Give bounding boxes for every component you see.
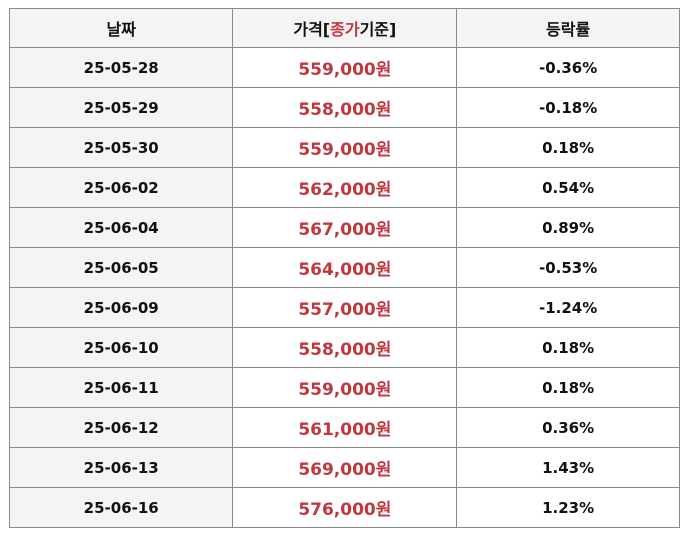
date-cell: 25-06-12 xyxy=(8,407,234,448)
table-row: 25-06-04 567,000원 0.89% xyxy=(8,207,680,248)
table-row: 25-06-11 559,000원 0.18% xyxy=(8,367,680,408)
price-cell: 559,000원 xyxy=(232,127,458,168)
change-cell: 0.54% xyxy=(456,167,680,208)
change-cell: -0.36% xyxy=(456,47,680,88)
change-cell: 0.36% xyxy=(456,407,680,448)
price-history-table: 날짜 가격[종가기준] 등락률 25-05-28 559,000원 -0.36%… xyxy=(8,8,680,528)
price-cell: 561,000원 xyxy=(232,407,458,448)
header-price-prefix: 가격[ xyxy=(293,20,331,39)
price-cell: 569,000원 xyxy=(232,447,458,488)
table-row: 25-06-13 569,000원 1.43% xyxy=(8,447,680,488)
table-row: 25-05-30 559,000원 0.18% xyxy=(8,127,680,168)
price-cell: 558,000원 xyxy=(232,87,458,128)
change-cell: 0.18% xyxy=(456,367,680,408)
price-cell: 559,000원 xyxy=(232,367,458,408)
table-row: 25-06-05 564,000원 -0.53% xyxy=(8,247,680,288)
table-row: 25-06-10 558,000원 0.18% xyxy=(8,327,680,368)
table-row: 25-06-16 576,000원 1.23% xyxy=(8,487,680,528)
header-price-suffix: 기준] xyxy=(359,20,397,39)
table-row: 25-05-29 558,000원 -0.18% xyxy=(8,87,680,128)
price-cell: 576,000원 xyxy=(232,487,458,528)
change-cell: 1.43% xyxy=(456,447,680,488)
change-cell: -0.18% xyxy=(456,87,680,128)
date-cell: 25-06-05 xyxy=(8,247,234,288)
price-cell: 559,000원 xyxy=(232,47,458,88)
date-cell: 25-05-30 xyxy=(8,127,234,168)
table-row: 25-05-28 559,000원 -0.36% xyxy=(8,47,680,88)
change-cell: 0.18% xyxy=(456,327,680,368)
change-cell: -1.24% xyxy=(456,287,680,328)
change-cell: -0.53% xyxy=(456,247,680,288)
header-change: 등락률 xyxy=(456,8,680,48)
price-cell: 557,000원 xyxy=(232,287,458,328)
change-cell: 0.89% xyxy=(456,207,680,248)
price-cell: 562,000원 xyxy=(232,167,458,208)
price-cell: 564,000원 xyxy=(232,247,458,288)
date-cell: 25-06-09 xyxy=(8,287,234,328)
date-cell: 25-06-11 xyxy=(8,367,234,408)
date-cell: 25-06-02 xyxy=(8,167,234,208)
header-price: 가격[종가기준] xyxy=(232,8,458,48)
table-row: 25-06-09 557,000원 -1.24% xyxy=(8,287,680,328)
price-cell: 567,000원 xyxy=(232,207,458,248)
table-body: 25-05-28 559,000원 -0.36% 25-05-29 558,00… xyxy=(8,47,680,528)
date-cell: 25-05-29 xyxy=(8,87,234,128)
change-cell: 0.18% xyxy=(456,127,680,168)
table-row: 25-06-02 562,000원 0.54% xyxy=(8,167,680,208)
change-cell: 1.23% xyxy=(456,487,680,528)
header-price-accent: 종가 xyxy=(330,20,360,39)
header-date: 날짜 xyxy=(8,8,234,48)
date-cell: 25-06-10 xyxy=(8,327,234,368)
date-cell: 25-06-04 xyxy=(8,207,234,248)
table-row: 25-06-12 561,000원 0.36% xyxy=(8,407,680,448)
table-header: 날짜 가격[종가기준] 등락률 xyxy=(8,8,680,48)
header-row: 날짜 가격[종가기준] 등락률 xyxy=(8,8,680,48)
date-cell: 25-05-28 xyxy=(8,47,234,88)
date-cell: 25-06-13 xyxy=(8,447,234,488)
price-cell: 558,000원 xyxy=(232,327,458,368)
date-cell: 25-06-16 xyxy=(8,487,234,528)
